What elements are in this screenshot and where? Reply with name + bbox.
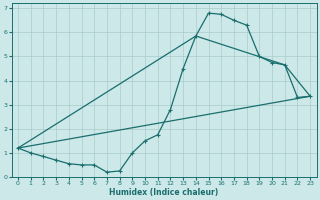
X-axis label: Humidex (Indice chaleur): Humidex (Indice chaleur) — [109, 188, 219, 197]
